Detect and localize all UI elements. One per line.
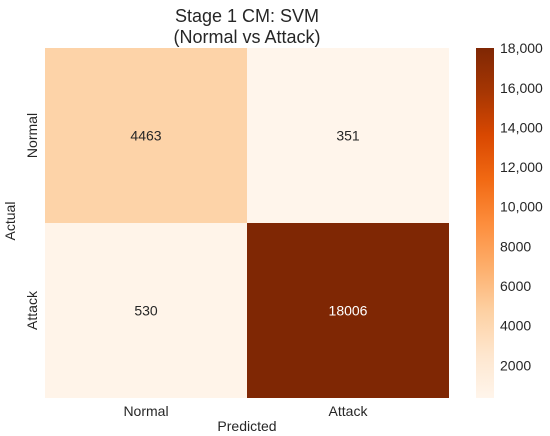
colorbar-tick-label-4: 10,000 [500, 199, 543, 215]
y-tick-label-0: Normal [24, 113, 40, 158]
x-axis-title: Predicted [217, 418, 276, 434]
heatmap-cell-1-0 [45, 223, 247, 398]
colorbar-tick-label-5: 12,000 [500, 159, 543, 175]
y-tick-label-1: Attack [24, 290, 40, 330]
chart-title-line-1: Stage 1 CM: SVM [175, 6, 319, 26]
colorbar-tick-label-2: 6000 [500, 278, 531, 294]
cell-value-label-0-0: 4463 [130, 128, 161, 144]
colorbar-tick-label-1: 4000 [500, 318, 531, 334]
colorbar [476, 48, 494, 398]
colorbar-ticks: 2000 4000 6000 8000 10,000 12,000 14,000 16,000… [500, 40, 543, 373]
y-axis-title: Actual [2, 202, 18, 241]
colorbar-tick-label-0: 2000 [500, 357, 531, 373]
colorbar-tick-label-7: 16,000 [500, 80, 543, 96]
heatmap-cells [45, 48, 449, 398]
colorbar-tick-label-6: 14,000 [500, 119, 543, 135]
heatmap-cell-1-1 [247, 223, 449, 398]
x-tick-label-0: Normal [123, 403, 168, 419]
x-tick-label-1: Attack [329, 403, 369, 419]
heatmap-cell-labels: 4463 351 530 18006 [130, 128, 367, 319]
colorbar-tick-label-3: 8000 [500, 238, 531, 254]
chart-title-line-2: (Normal vs Attack) [173, 27, 320, 47]
x-tick-labels: Normal Attack [123, 403, 368, 419]
y-tick-labels: Normal Attack [24, 113, 40, 330]
heatmap-cell-0-1 [247, 48, 449, 223]
heatmap-cell-0-0 [45, 48, 247, 223]
cell-value-label-1-0: 530 [134, 303, 158, 319]
cell-value-label-1-1: 18006 [329, 303, 368, 319]
cell-value-label-0-1: 351 [336, 128, 360, 144]
colorbar-tick-label-8: 18,000 [500, 40, 543, 56]
